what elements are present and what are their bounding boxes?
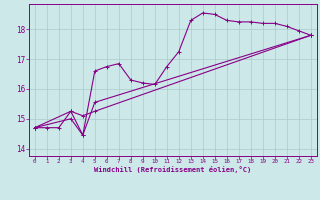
X-axis label: Windchill (Refroidissement éolien,°C): Windchill (Refroidissement éolien,°C) xyxy=(94,166,252,173)
